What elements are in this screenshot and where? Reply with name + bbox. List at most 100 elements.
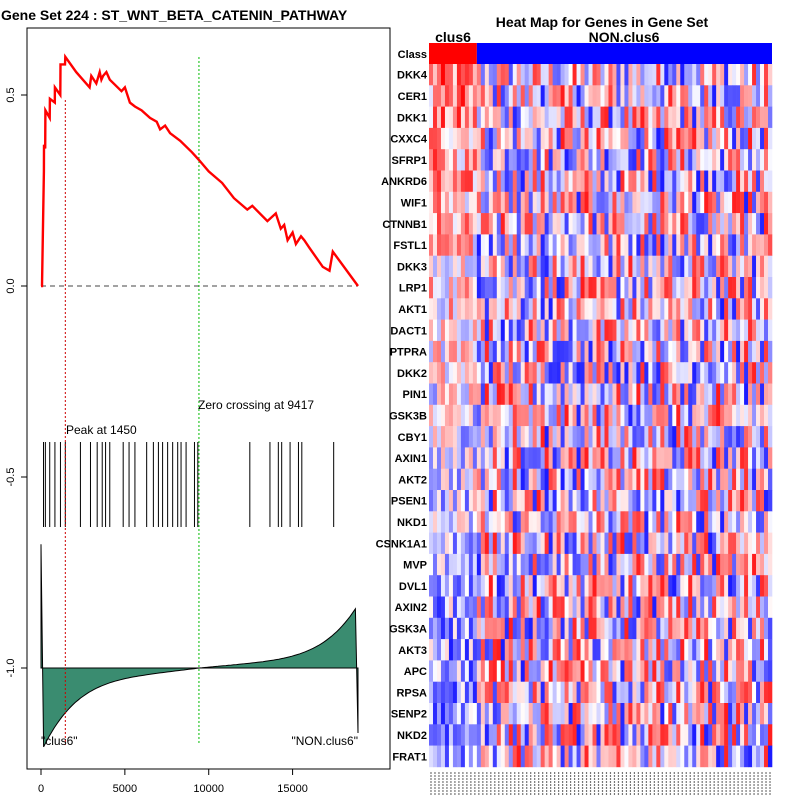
heatmap-cell xyxy=(468,64,474,86)
heatmap-cell xyxy=(468,490,474,512)
heatmap-cell xyxy=(560,553,565,576)
heatmap-cell xyxy=(692,298,697,320)
heatmap-cell xyxy=(676,703,681,725)
heatmap-cell xyxy=(708,213,713,235)
heatmap-cell xyxy=(632,490,637,512)
heatmap-cell xyxy=(636,426,641,448)
right-group-label: "NON.clus6" xyxy=(291,734,358,748)
heatmap-cell xyxy=(456,255,462,278)
heatmap-cell xyxy=(464,575,470,597)
heatmap-cell xyxy=(644,170,649,193)
heatmap-cell xyxy=(429,745,434,768)
heatmap-cell xyxy=(652,617,657,640)
heatmap-cell xyxy=(600,149,605,171)
heatmap-cell xyxy=(576,362,581,384)
heatmap-cell xyxy=(532,575,537,597)
heatmap-cell xyxy=(429,532,434,555)
heatmap-cell xyxy=(572,149,577,171)
heatmap-cell xyxy=(432,532,438,555)
heatmap-cell xyxy=(588,724,593,746)
heatmap-cell xyxy=(480,85,486,107)
heatmap-cell xyxy=(696,532,701,555)
heatmap-cell xyxy=(560,490,565,512)
heatmap-cell xyxy=(600,596,605,619)
heatmap-cell xyxy=(644,447,649,469)
heatmap-cell xyxy=(668,383,673,406)
heatmap-cell xyxy=(480,490,486,512)
heatmap-cell xyxy=(440,255,446,278)
heatmap-cell xyxy=(656,234,661,256)
heatmap-cell xyxy=(508,255,514,278)
heatmap-cell xyxy=(460,639,466,661)
heatmap-cell xyxy=(648,106,653,129)
heatmap-cell xyxy=(632,127,637,150)
heatmap-cell xyxy=(632,85,637,107)
heatmap-cell xyxy=(688,468,693,491)
heatmap-cell xyxy=(672,277,677,299)
heatmap-cell xyxy=(524,404,530,427)
heatmap-cell xyxy=(600,170,605,193)
gene-label: DKK2 xyxy=(397,368,427,380)
heatmap-cell xyxy=(572,553,577,576)
heatmap-cell xyxy=(588,85,593,107)
heatmap-cell xyxy=(552,468,557,491)
heatmap-cell xyxy=(452,170,458,193)
heatmap-cell xyxy=(460,553,466,576)
heatmap-cell xyxy=(516,127,522,150)
heatmap-cell xyxy=(512,234,518,256)
heatmap-cell xyxy=(728,127,733,150)
heatmap-cell xyxy=(528,255,533,278)
heatmap-cell xyxy=(476,596,482,619)
heatmap-cell xyxy=(688,191,693,214)
heatmap-cell xyxy=(604,191,609,214)
heatmap-cell xyxy=(560,213,565,235)
heatmap-cell xyxy=(452,447,458,469)
heatmap-cell xyxy=(608,617,613,640)
heatmap-cell xyxy=(512,85,518,107)
heatmap-cell xyxy=(732,191,737,214)
heatmap-cell xyxy=(692,724,697,746)
heatmap-cell xyxy=(768,490,773,512)
heatmap-cell xyxy=(448,234,454,256)
heatmap-cell xyxy=(724,639,729,661)
heatmap-cell xyxy=(684,426,689,448)
heatmap-cell xyxy=(476,703,482,725)
heatmap-cell xyxy=(480,362,486,384)
heatmap-cell xyxy=(429,596,434,619)
heatmap-cell xyxy=(536,724,541,746)
heatmap-cell xyxy=(512,383,518,406)
heatmap-cell xyxy=(444,255,450,278)
heatmap-cell xyxy=(628,724,633,746)
heatmap-cell xyxy=(704,404,709,427)
heatmap-cell xyxy=(472,575,478,597)
heatmap-cell xyxy=(472,234,478,256)
heatmap-cell xyxy=(444,596,450,619)
heatmap-cell xyxy=(756,170,761,193)
heatmap-cell xyxy=(620,447,625,469)
heatmap-cell xyxy=(680,85,685,107)
heatmap-cell xyxy=(468,447,474,469)
heatmap-cell xyxy=(496,468,502,491)
heatmap-cell xyxy=(644,490,649,512)
heatmap-cell xyxy=(448,553,454,576)
heatmap-cell xyxy=(556,724,561,746)
heatmap-cell xyxy=(468,127,474,150)
heatmap-cell xyxy=(528,703,533,725)
heatmap-cell xyxy=(516,553,522,576)
heatmap-cell xyxy=(704,191,709,214)
heatmap-cell xyxy=(672,745,677,768)
heatmap-cell xyxy=(500,596,506,619)
heatmap-cell xyxy=(768,532,773,555)
heatmap-cell xyxy=(628,532,633,555)
heatmap-cell xyxy=(429,106,434,129)
heatmap-cell xyxy=(676,596,681,619)
x-tick-label: 5000 xyxy=(113,783,137,795)
heatmap-cell xyxy=(532,468,537,491)
heatmap-cell xyxy=(536,64,541,86)
heatmap-cell xyxy=(508,681,514,704)
heatmap-cell xyxy=(744,234,749,256)
heatmap-cell xyxy=(612,340,617,363)
heatmap-cell xyxy=(664,383,669,406)
heatmap-cell xyxy=(476,681,482,704)
heatmap-cell xyxy=(688,106,693,129)
